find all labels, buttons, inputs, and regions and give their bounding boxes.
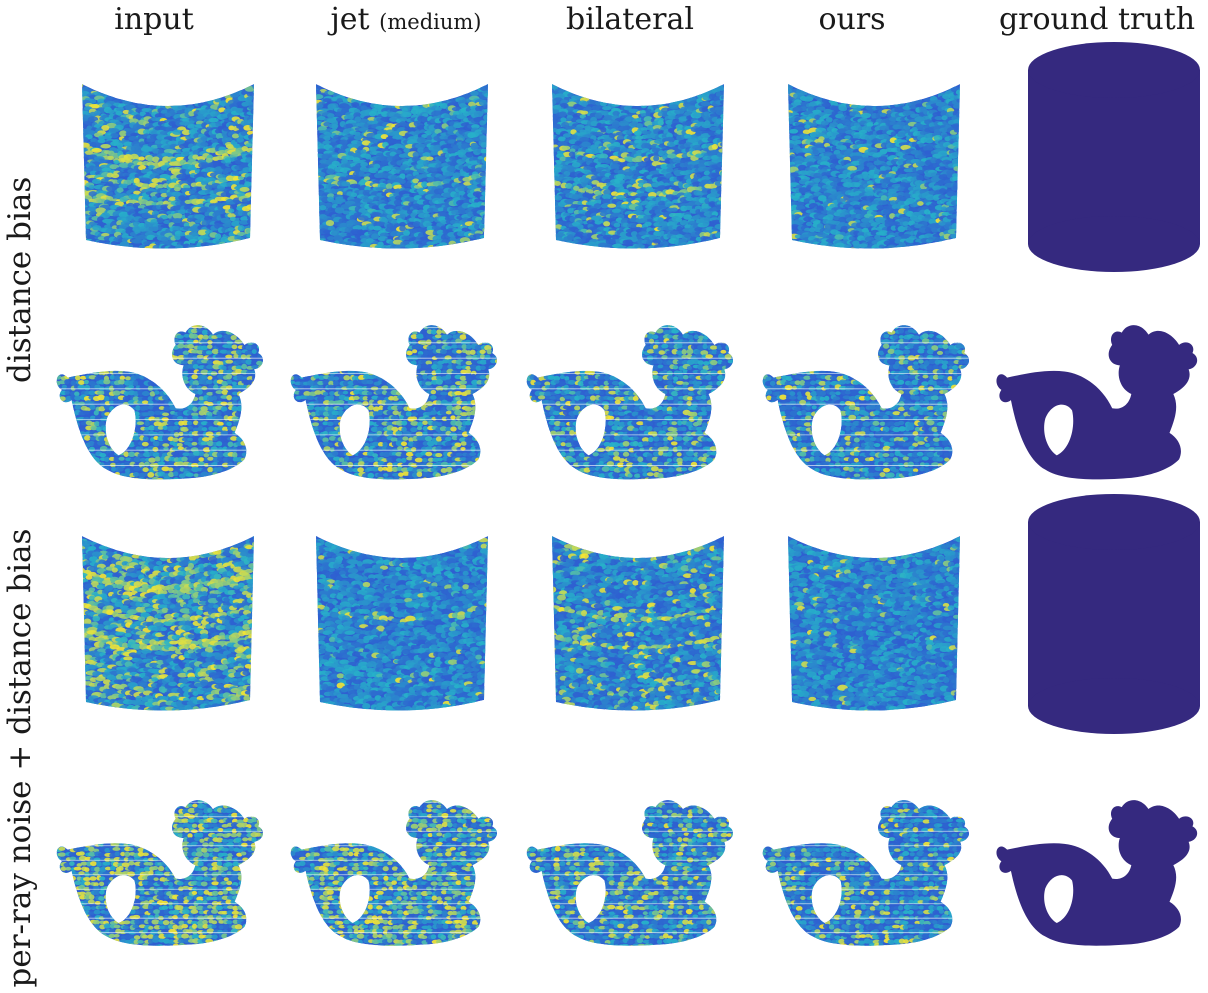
column-header-ground-truth: ground truth (987, 2, 1207, 37)
panel-row4-bilateral-dragon (518, 782, 738, 952)
panel-row4-ours-dragon (754, 782, 974, 952)
panel-row3-ours-cylinder (784, 524, 964, 724)
row-label-distance-bias: distance bias (2, 203, 38, 383)
column-header-input: input (44, 2, 264, 37)
column-header-bilateral: bilateral (520, 2, 740, 37)
column-header-ours: ours (742, 2, 962, 37)
panel-row4-jet-dragon (282, 782, 502, 952)
panel-row1-ours-cylinder (784, 72, 964, 262)
panel-row4-ground-truth-dragon (988, 782, 1202, 952)
panel-row3-bilateral-cylinder (548, 524, 728, 724)
panel-row2-ground-truth-dragon (988, 306, 1202, 486)
panel-row1-jet-cylinder (312, 72, 492, 262)
panel-row3-jet-cylinder (312, 524, 492, 724)
panel-row3-input-cylinder (78, 524, 258, 724)
panel-row4-input-dragon (48, 782, 268, 952)
panel-row2-ours-dragon (754, 306, 974, 486)
panel-row1-input-cylinder (78, 72, 258, 262)
panel-row2-jet-dragon (282, 306, 502, 486)
row-label-per-ray-noise-distance-bias: per-ray noise + distance bias (2, 523, 38, 993)
column-header-jet: jet (medium) (296, 2, 516, 37)
panel-row2-input-dragon (48, 306, 268, 486)
panel-row3-ground-truth-cylinder (1026, 494, 1202, 734)
panel-row1-ground-truth-cylinder (1026, 42, 1202, 272)
panel-row2-bilateral-dragon (518, 306, 738, 486)
panel-row1-bilateral-cylinder (548, 72, 728, 262)
